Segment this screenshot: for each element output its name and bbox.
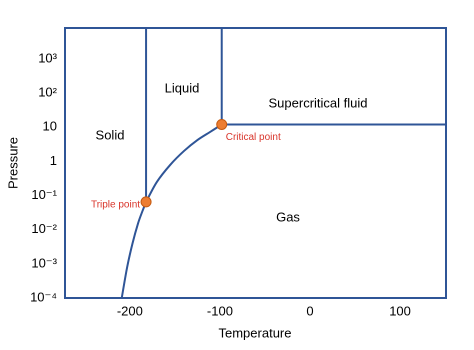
x-tick-label: 0 xyxy=(306,303,313,318)
region-label: Solid xyxy=(96,127,125,142)
y-tick-label: 10 xyxy=(43,119,57,134)
region-label: Gas xyxy=(276,209,300,224)
phase-point xyxy=(216,118,228,130)
y-tick-label: 10⁻³ xyxy=(31,255,57,270)
y-tick-label: 10⁻² xyxy=(31,221,57,236)
y-axis-label: Pressure xyxy=(5,137,20,189)
y-tick-label: 10⁻⁴ xyxy=(30,289,57,304)
phase-boundary xyxy=(120,201,147,299)
point-label: Triple point xyxy=(91,200,140,211)
x-tick-label: -100 xyxy=(207,303,233,318)
region-label: Liquid xyxy=(165,80,200,95)
phase-boundary xyxy=(145,123,223,203)
y-tick-label: 10⁻¹ xyxy=(31,187,57,202)
point-label: Critical point xyxy=(226,132,281,143)
phase-point xyxy=(140,196,152,208)
x-tick-label: -200 xyxy=(117,303,143,318)
y-tick-label: 1 xyxy=(50,153,57,168)
x-tick-label: 100 xyxy=(389,303,411,318)
plot-frame xyxy=(64,27,447,299)
x-axis-label: Temperature xyxy=(219,325,292,340)
y-tick-label: 10³ xyxy=(38,50,57,65)
region-label: Supercritical fluid xyxy=(269,95,368,110)
y-tick-label: 10² xyxy=(38,84,57,99)
